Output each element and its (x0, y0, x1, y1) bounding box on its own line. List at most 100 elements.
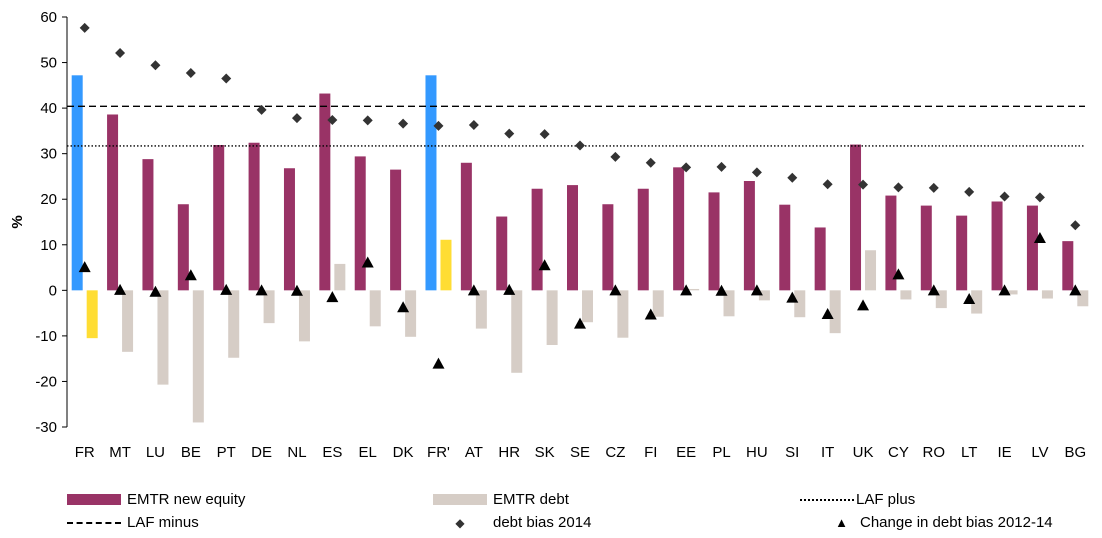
bar-debt (86, 290, 98, 339)
y-tick-label: 0 (49, 282, 57, 299)
x-tick-label: CZ (605, 444, 625, 461)
bar-equity (142, 159, 154, 291)
triangle-marker (1033, 231, 1046, 243)
diamond-marker (362, 115, 373, 126)
bar-equity (248, 142, 260, 291)
x-tick-label: LV (1031, 444, 1048, 461)
diamond-marker-icon: ◆ (455, 515, 465, 530)
legend-label-bias: debt bias 2014 (493, 514, 592, 531)
legend-item-laf-minus: LAF minus (67, 514, 199, 531)
triangle-marker (680, 284, 693, 296)
legend-swatch-debt (433, 494, 487, 505)
diamond-marker (610, 151, 621, 162)
triangle-marker (503, 283, 516, 295)
triangle-marker (644, 308, 657, 320)
bar-debt (405, 290, 417, 337)
y-tick-label: 20 (40, 191, 57, 208)
y-tick-label: 10 (40, 237, 57, 254)
diamond-marker (575, 140, 585, 151)
x-tick-label: IE (997, 444, 1011, 461)
bar-equity (354, 156, 366, 291)
triangle-marker (1069, 284, 1082, 296)
diamond-marker (504, 128, 515, 139)
diamond-marker (115, 47, 126, 58)
legend-swatch-laf-minus (67, 521, 121, 524)
bar-equity (567, 185, 578, 291)
x-tick-label: FI (644, 444, 657, 461)
bar-debt (228, 290, 240, 358)
triangle-marker (927, 284, 940, 296)
triangle-marker (290, 284, 303, 296)
triangle-marker (78, 261, 91, 273)
diamond-marker (150, 60, 161, 71)
legend-label-equity: EMTR new equity (127, 491, 246, 508)
diamond-marker (716, 161, 727, 172)
bar-equity (920, 205, 932, 291)
bar-debt (582, 290, 593, 323)
bar-debt (971, 290, 983, 314)
triangle-marker (184, 269, 197, 281)
bar-equity (425, 75, 437, 291)
x-tick-label: BG (1064, 444, 1086, 461)
bar-equity (1026, 205, 1038, 291)
bar-equity (814, 227, 826, 291)
diamond-marker (1070, 220, 1081, 231)
diamond-marker (751, 167, 762, 178)
bar-debt (935, 290, 947, 309)
bar-debt (1077, 290, 1089, 307)
diamond-marker (468, 119, 479, 130)
diamond-marker (1034, 192, 1045, 203)
triangle-marker (574, 317, 586, 329)
x-tick-label: PT (217, 444, 236, 461)
diamond-marker (787, 172, 798, 183)
diamond-marker (256, 104, 267, 115)
bar-debt (900, 290, 912, 300)
bar-debt (829, 290, 841, 334)
bar-debt (334, 263, 346, 291)
triangle-marker (255, 284, 268, 296)
legend-label-change: Change in debt bias 2012-14 (860, 514, 1053, 531)
bar-equity (708, 192, 720, 291)
x-tick-label: NL (287, 444, 306, 461)
bar-debt (511, 290, 523, 373)
y-tick-label: 40 (40, 100, 57, 117)
x-tick-label: FR (75, 444, 95, 461)
triangle-marker (361, 256, 374, 268)
triangle-marker (114, 283, 127, 295)
legend-label-laf-minus: LAF minus (127, 514, 199, 531)
bar-equity (602, 204, 614, 291)
bar-debt (688, 288, 700, 291)
x-tick-label: LU (146, 444, 165, 461)
triangle-marker (149, 285, 162, 297)
bar-debt (794, 290, 806, 318)
x-tick-label: RO (923, 444, 946, 461)
diamond-marker (327, 114, 338, 125)
bar-equity (213, 145, 225, 291)
triangle-marker-icon: ▲ (835, 515, 848, 530)
triangle-marker (397, 301, 410, 313)
bar-equity (743, 181, 755, 291)
bar-equity (850, 144, 862, 291)
bar-debt (263, 290, 275, 324)
legend-swatch-equity (67, 494, 121, 505)
bar-equity (496, 216, 508, 291)
bar-equity (673, 167, 685, 291)
triangle-marker (715, 284, 728, 296)
x-tick-label: PL (712, 444, 730, 461)
bar-debt (440, 239, 452, 291)
bar-debt (546, 290, 558, 345)
y-axis-title: % (9, 215, 26, 228)
triangle-marker (467, 284, 480, 296)
bar-equity (991, 201, 1003, 291)
x-tick-label: SI (785, 444, 799, 461)
bar-equity (319, 93, 331, 291)
diamond-marker (185, 68, 196, 79)
legend-label-laf-plus: LAF plus (856, 491, 916, 508)
x-tick-label: DE (251, 444, 272, 461)
x-tick-label: MT (109, 444, 131, 461)
x-tick-label: DK (393, 444, 414, 461)
x-tick-label: EE (676, 444, 696, 461)
diamond-marker (822, 179, 833, 190)
diamond-marker (681, 162, 692, 173)
bar-equity (1062, 241, 1074, 291)
